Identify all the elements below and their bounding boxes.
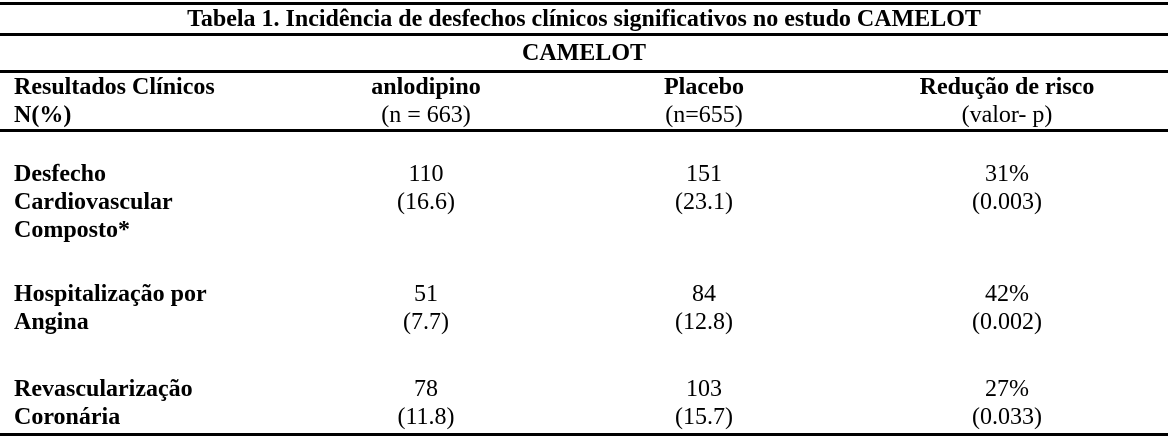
cell-count: 78 <box>414 376 438 402</box>
cell-percent: (12.8) <box>675 309 733 335</box>
cell-count: 51 <box>414 281 438 307</box>
placebo-value-cell: 84 (12.8) <box>562 280 846 336</box>
table-body: Desfecho Cardiovascular Composto* 110 (1… <box>0 132 1168 433</box>
amlodipine-value-cell: 78 (11.8) <box>290 375 562 431</box>
cell-percent: (16.6) <box>397 189 455 215</box>
cell-count: 110 <box>408 161 444 187</box>
cell-p-value: (0.002) <box>972 309 1042 335</box>
column-header-amlodipine: anlodipino (n = 663) <box>290 73 562 129</box>
row-label-cell: Desfecho Cardiovascular Composto* <box>0 160 290 244</box>
row-label-line: Angina <box>14 309 89 335</box>
risk-reduction-value-cell: 31% (0.003) <box>846 160 1168 244</box>
column-header-subline: (n = 663) <box>381 102 471 128</box>
column-header-subline: (valor- p) <box>961 102 1053 128</box>
header-underline-rule <box>0 129 1168 132</box>
risk-reduction-value-cell: 42% (0.002) <box>846 280 1168 336</box>
table-title: Tabela 1. Incidência de desfechos clínic… <box>187 6 981 32</box>
column-header-risk-reduction: Redução de risco (valor- p) <box>846 73 1168 129</box>
row-label-line: Revascularização <box>14 376 193 402</box>
placebo-value-cell: 103 (15.7) <box>562 375 846 431</box>
bottom-rule <box>0 433 1168 436</box>
cell-percent: (7.7) <box>403 309 449 335</box>
cell-risk-percent: 42% <box>985 281 1029 307</box>
risk-reduction-value-cell: 27% (0.033) <box>846 375 1168 431</box>
cell-p-value: (0.003) <box>972 189 1042 215</box>
cell-count: 151 <box>686 161 722 187</box>
row-label-line: Cardiovascular <box>14 189 173 215</box>
cell-percent: (15.7) <box>675 404 733 430</box>
column-header-subline: (n=655) <box>665 102 743 128</box>
subtitle-underline-rule <box>0 70 1168 73</box>
column-header-line: Placebo <box>664 74 744 100</box>
cell-percent: (23.1) <box>675 189 733 215</box>
table-row-composite-cardiovascular-outcome: Desfecho Cardiovascular Composto* 110 (1… <box>0 160 1168 244</box>
title-underline-rule <box>0 33 1168 36</box>
table-subtitle: CAMELOT <box>521 40 646 66</box>
row-label-line: Hospitalização por <box>14 281 207 307</box>
cell-p-value: (0.033) <box>972 404 1042 430</box>
column-header-line: Redução de risco <box>919 74 1095 100</box>
column-header-line: Resultados Clínicos <box>14 74 215 100</box>
top-rule <box>0 2 1168 5</box>
amlodipine-value-cell: 110 (16.6) <box>290 160 562 244</box>
column-header-line: anlodipino <box>371 74 481 100</box>
cell-risk-percent: 27% <box>985 376 1029 402</box>
table-header-row: Resultados Clínicos N(%) anlodipino (n =… <box>0 73 1168 129</box>
cell-percent: (11.8) <box>397 404 455 430</box>
placebo-value-cell: 151 (23.1) <box>562 160 846 244</box>
table-row-hospitalization-angina: Hospitalização por Angina 51 (7.7) 84 (1… <box>0 280 1168 336</box>
cell-count: 103 <box>686 376 722 402</box>
row-label-line: Desfecho <box>14 161 106 187</box>
cell-risk-percent: 31% <box>985 161 1029 187</box>
column-header-placebo: Placebo (n=655) <box>562 73 846 129</box>
row-label-cell: Hospitalização por Angina <box>0 280 290 336</box>
column-header-line: N(%) <box>14 102 72 128</box>
amlodipine-value-cell: 51 (7.7) <box>290 280 562 336</box>
table-row-coronary-revascularization: Revascularização Coronária 78 (11.8) 103… <box>0 375 1168 431</box>
row-label-line: Coronária <box>14 404 121 430</box>
column-header-clinical-results: Resultados Clínicos N(%) <box>0 73 290 129</box>
row-label-cell: Revascularização Coronária <box>0 375 290 431</box>
row-label-line: Composto* <box>14 217 131 243</box>
cell-count: 84 <box>692 281 716 307</box>
